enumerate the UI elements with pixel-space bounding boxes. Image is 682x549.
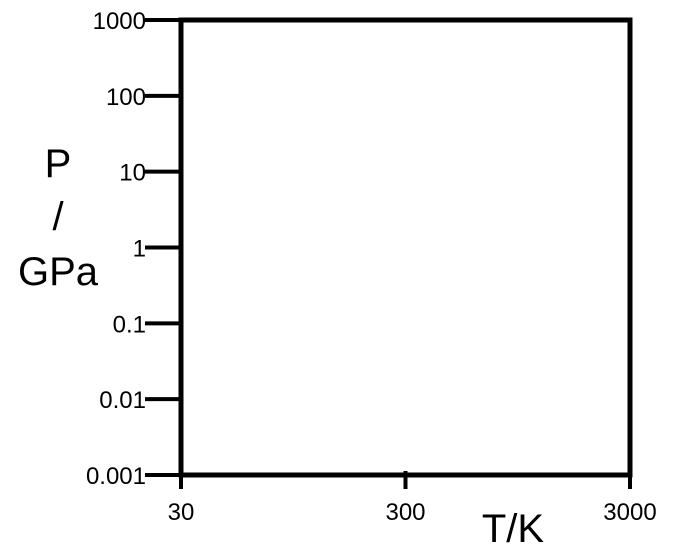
y-axis-title-line-1: P: [45, 142, 72, 186]
y-tick-label: 1: [133, 236, 146, 263]
y-axis-ticks: 0.001 0.01 0.1 1 10 100 1000: [86, 8, 181, 490]
y-tick-label: 10: [119, 160, 146, 187]
x-axis-ticks: 30 300 3000: [168, 471, 657, 526]
y-tick-label: 1000: [93, 8, 146, 35]
x-axis-title: T/K: [482, 507, 545, 549]
y-axis-title-line-2: /: [52, 195, 64, 239]
x-tick-label: 300: [385, 499, 425, 526]
x-tick-label: 3000: [603, 499, 656, 526]
y-tick-label: 100: [106, 84, 146, 111]
y-tick-label: 0.001: [86, 463, 146, 490]
plot-frame: [178, 17, 633, 478]
y-axis-title: P / GPa: [18, 142, 99, 294]
x-tick-label: 30: [168, 499, 195, 526]
y-tick-label: 0.1: [113, 311, 146, 338]
y-tick-label: 0.01: [99, 387, 146, 414]
y-axis-title-line-3: GPa: [18, 250, 99, 294]
